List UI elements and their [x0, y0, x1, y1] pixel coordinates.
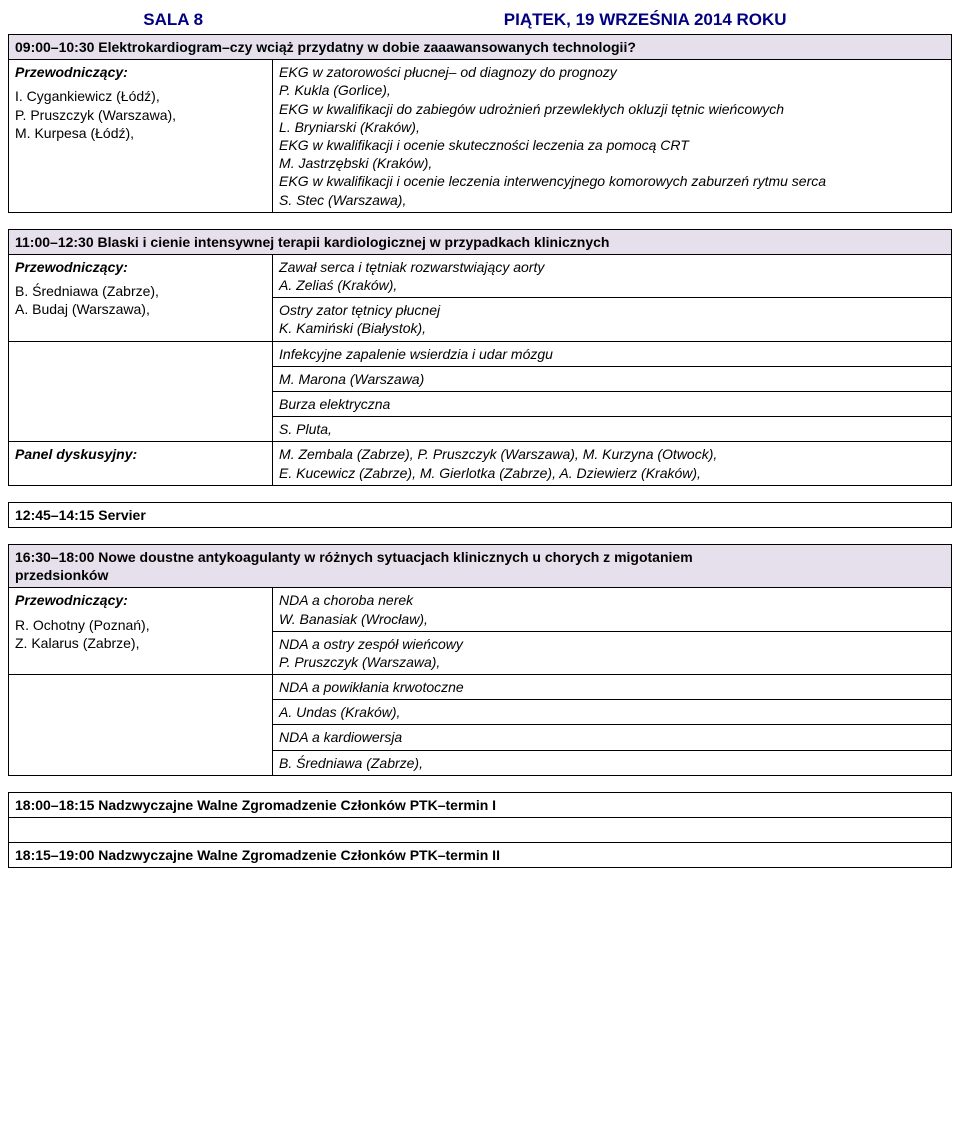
session-2-r2: Ostry zator tętnicy płucnej K. Kamiński … — [273, 298, 952, 341]
session-2-r6: S. Pluta, — [273, 417, 952, 442]
session-1-left: Przewodniczący: I. Cygankiewicz (Łódź), … — [9, 60, 273, 213]
session-4-r5: NDA a kardiowersja — [273, 725, 952, 750]
session-1-talks: EKG w zatorowości płucnej– od diagnozy d… — [273, 60, 952, 213]
header-date: PIĄTEK, 19 WRZEŚNIA 2014 ROKU — [338, 10, 952, 30]
session-5-blank — [9, 818, 952, 843]
session-3-title: 12:45–14:15 Servier — [9, 502, 952, 527]
session-2-r1: Zawał serca i tętniak rozwarstwiający ao… — [273, 254, 952, 297]
session-1: 09:00–10:30 Elektrokardiogram–czy wciąż … — [8, 34, 952, 213]
session-5: 18:00–18:15 Nadzwyczajne Walne Zgromadze… — [8, 792, 952, 869]
chair-label: Przewodniczący: — [15, 258, 266, 276]
session-2-chairs: B. Średniawa (Zabrze), A. Budaj (Warszaw… — [15, 282, 266, 318]
header-room: SALA 8 — [8, 10, 338, 30]
session-1-title: 09:00–10:30 Elektrokardiogram–czy wciąż … — [9, 35, 952, 60]
session-4-left-mid — [9, 675, 273, 776]
session-4-chairs: R. Ochotny (Poznań), Z. Kalarus (Zabrze)… — [15, 616, 266, 652]
session-1-chairs: I. Cygankiewicz (Łódź), P. Pruszczyk (Wa… — [15, 87, 266, 142]
session-2-left-top: Przewodniczący: B. Średniawa (Zabrze), A… — [9, 254, 273, 341]
session-2-r5: Burza elektryczna — [273, 392, 952, 417]
session-4-left-top: Przewodniczący: R. Ochotny (Poznań), Z. … — [9, 588, 273, 675]
session-2: 11:00–12:30 Blaski i cienie intensywnej … — [8, 229, 952, 486]
session-2-r4: M. Marona (Warszawa) — [273, 366, 952, 391]
session-4-r6: B. Średniawa (Zabrze), — [273, 750, 952, 775]
session-4-r4: A. Undas (Kraków), — [273, 700, 952, 725]
session-2-left-mid — [9, 341, 273, 442]
session-3: 12:45–14:15 Servier — [8, 502, 952, 528]
panel-label: Panel dyskusyjny: — [9, 442, 273, 485]
session-4-title: 16:30–18:00 Nowe doustne antykoagulanty … — [9, 544, 952, 587]
chair-label: Przewodniczący: — [15, 591, 266, 609]
session-2-panel: M. Zembala (Zabrze), P. Pruszczyk (Warsz… — [273, 442, 952, 485]
page-header: SALA 8 PIĄTEK, 19 WRZEŚNIA 2014 ROKU — [8, 8, 952, 34]
session-4-r1: NDA a choroba nerek W. Banasiak (Wrocław… — [273, 588, 952, 631]
session-5-title: 18:00–18:15 Nadzwyczajne Walne Zgromadze… — [9, 792, 952, 817]
session-6-title: 18:15–19:00 Nadzwyczajne Walne Zgromadze… — [9, 843, 952, 868]
chair-label: Przewodniczący: — [15, 63, 266, 81]
session-2-r3: Infekcyjne zapalenie wsierdzia i udar mó… — [273, 341, 952, 366]
session-2-title: 11:00–12:30 Blaski i cienie intensywnej … — [9, 229, 952, 254]
session-4-r3: NDA a powikłania krwotoczne — [273, 675, 952, 700]
session-4: 16:30–18:00 Nowe doustne antykoagulanty … — [8, 544, 952, 776]
session-4-r2: NDA a ostry zespół wieńcowy P. Pruszczyk… — [273, 631, 952, 674]
